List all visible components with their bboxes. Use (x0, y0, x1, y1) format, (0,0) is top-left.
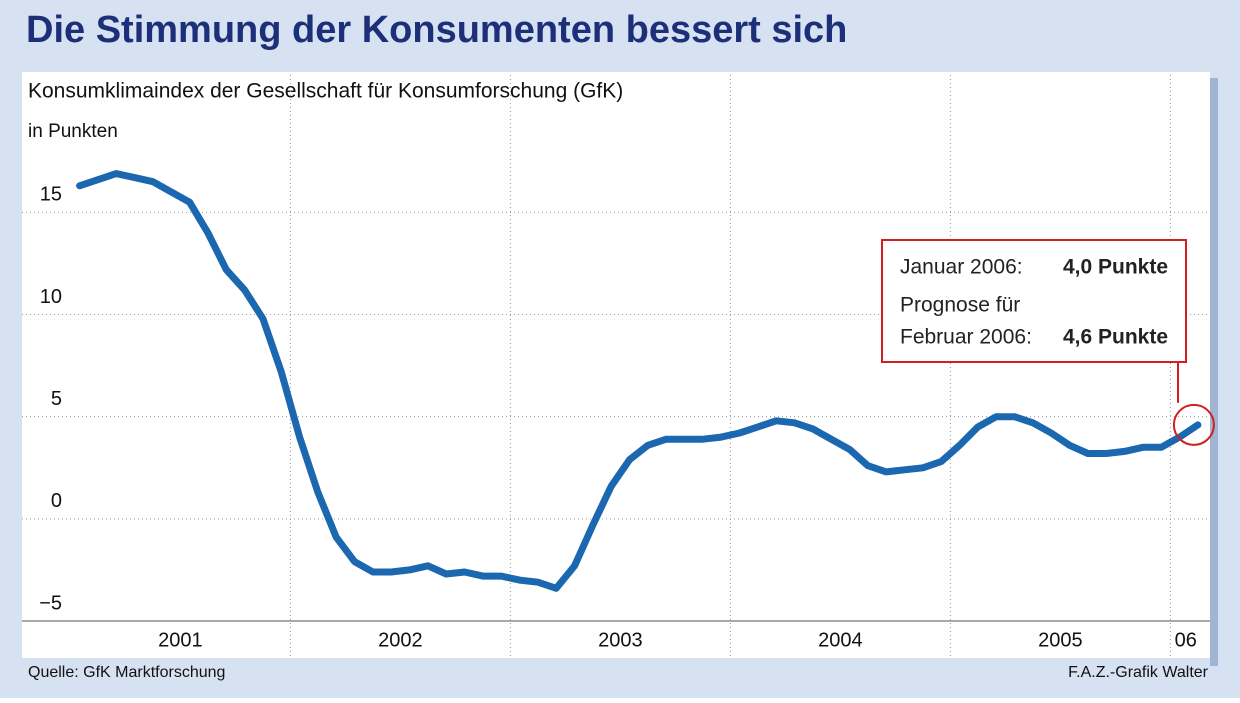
callout-label: Prognose für (900, 294, 1020, 317)
plot-panel (22, 72, 1210, 658)
credit: F.A.Z.-Grafik Walter (1068, 664, 1209, 681)
y-axis-label: in Punkten (28, 121, 118, 142)
x-tick-label: 06 (1175, 629, 1197, 651)
y-tick-label: 0 (51, 490, 62, 512)
callout-circle (1172, 403, 1215, 446)
x-tick-label: 2002 (378, 629, 423, 651)
subtitle: Konsumklimaindex der Gesellschaft für Ko… (28, 80, 623, 103)
source: Quelle: GfK Marktforschung (28, 664, 225, 681)
callout-label: Februar 2006: (900, 326, 1032, 349)
x-tick-label: 2001 (158, 629, 203, 651)
y-tick-label: 5 (51, 388, 62, 410)
y-tick-label: 10 (40, 286, 62, 308)
x-tick-label: 2005 (1038, 629, 1083, 651)
chart-title: Die Stimmung der Konsumenten bessert sic… (26, 9, 847, 51)
y-tick-label: 15 (40, 184, 62, 206)
x-tick-label: 2003 (598, 629, 643, 651)
y-tick-label: −5 (39, 592, 62, 614)
callout-label: Januar 2006: (900, 256, 1023, 279)
callout-value: 4,0 Punkte (1063, 256, 1168, 279)
shadow (1210, 78, 1218, 666)
callout-value: 4,6 Punkte (1063, 326, 1168, 349)
x-tick-label: 2004 (818, 629, 863, 651)
callout-box (881, 239, 1187, 363)
data-line (76, 170, 1202, 592)
